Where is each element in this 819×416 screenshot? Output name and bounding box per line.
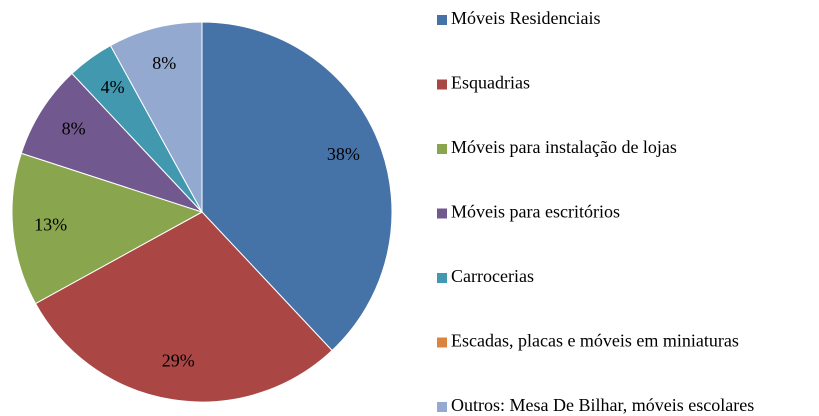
legend-label: Outros: Mesa De Bilhar, móveis escolares [451, 395, 754, 415]
pie-slice [20, 72, 203, 213]
pie-slice [11, 152, 204, 305]
pie-slice [109, 21, 203, 213]
legend-swatch [437, 337, 447, 348]
data-label: 13% [34, 214, 67, 234]
data-label: 4% [101, 77, 125, 97]
legend-label: Escadas, placas e móveis em miniaturas [451, 331, 739, 351]
legend-label: Móveis para instalação de lojas [451, 137, 677, 157]
legend-swatch [437, 15, 447, 25]
legend-label: Móveis Residenciais [451, 8, 600, 28]
data-label: 8% [62, 119, 86, 139]
legend-swatch [437, 144, 447, 154]
data-label: 8% [152, 53, 176, 73]
data-label: 29% [162, 350, 195, 370]
legend-swatch [437, 79, 447, 90]
pie-slice [201, 21, 393, 352]
legend-label: Carrocerias [451, 266, 534, 286]
legend-label: Esquadrias [451, 73, 530, 93]
legend-label: Móveis para escritórios [451, 202, 620, 222]
legend-swatch [437, 402, 447, 412]
legend-swatch [437, 273, 447, 283]
legend-swatch [437, 208, 447, 219]
data-label: 38% [327, 144, 360, 164]
pie-slice [34, 211, 333, 403]
